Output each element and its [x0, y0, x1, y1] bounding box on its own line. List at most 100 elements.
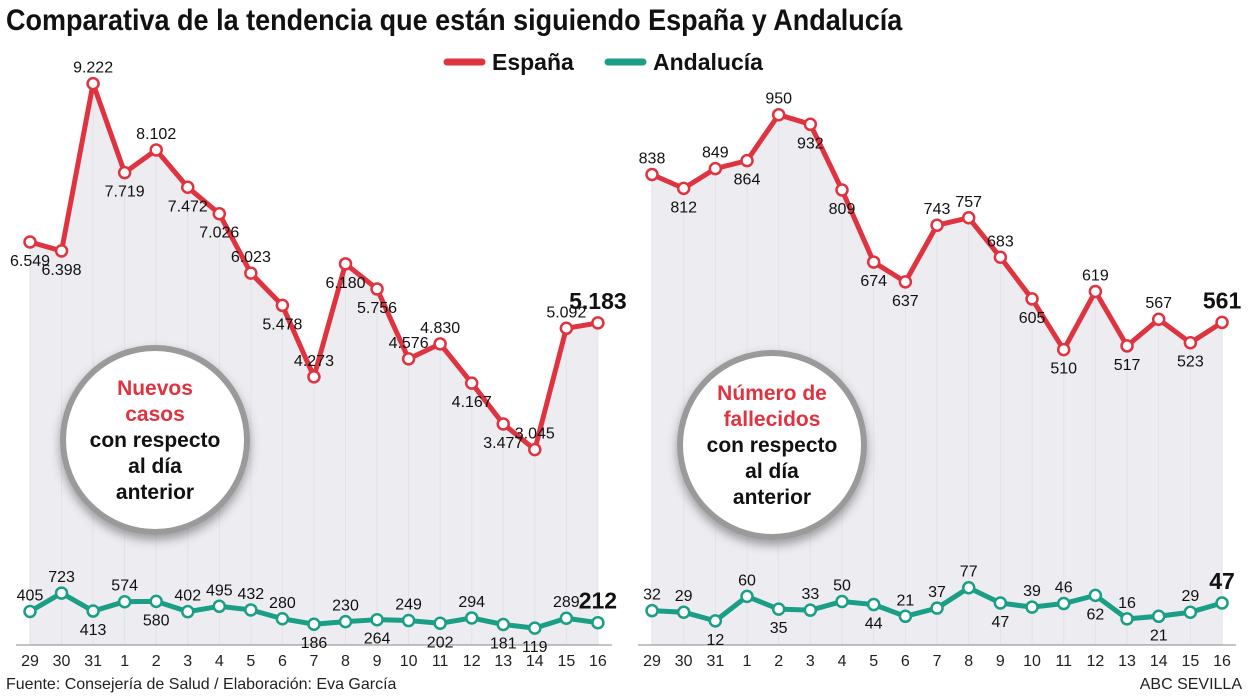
data-label: 29: [675, 588, 693, 605]
x-tick-label: 29: [21, 653, 39, 670]
data-point: [740, 153, 754, 168]
data-label: 5.756: [357, 300, 397, 317]
data-label: 264: [364, 631, 391, 648]
data-label: 580: [143, 612, 170, 629]
data-label: 574: [111, 578, 138, 595]
data-label: 33: [801, 586, 819, 603]
data-point: [464, 376, 479, 390]
data-point: [307, 617, 321, 631]
data-point: [401, 613, 416, 628]
x-tick-label: 3: [183, 653, 192, 670]
data-label: 12: [706, 632, 724, 649]
data-label: 6.180: [325, 275, 365, 292]
data-point: [676, 605, 691, 619]
data-point: [464, 611, 479, 625]
x-tick-label: 4: [215, 653, 224, 670]
data-point: [401, 352, 416, 366]
data-label: 186: [301, 635, 328, 652]
x-tick-label: 31: [84, 653, 102, 670]
x-tick-label: 15: [1181, 653, 1199, 670]
data-point: [803, 117, 818, 132]
x-tick-label: 1: [743, 653, 752, 670]
legend-label-espana: España: [492, 49, 574, 75]
data-point: [1088, 284, 1103, 299]
data-point: [1056, 342, 1071, 357]
data-point: [708, 161, 723, 176]
data-label: 5.183: [569, 288, 627, 314]
data-point: [898, 609, 913, 624]
data-label: 21: [896, 592, 914, 609]
annotation-circle: Nuevos casos con respecto al día anterior: [60, 345, 250, 535]
x-tick-label: 14: [526, 653, 544, 670]
data-point: [86, 76, 100, 91]
data-point: [803, 603, 818, 617]
x-tick-label: 8: [341, 653, 350, 670]
x-tick-label: 12: [463, 653, 481, 670]
data-label: 523: [1177, 354, 1204, 371]
chart-title: Comparativa de la tendencia que están si…: [6, 4, 903, 37]
data-label: 510: [1050, 361, 1077, 378]
x-tick-label: 2: [152, 653, 161, 670]
data-label: 6.023: [231, 249, 271, 266]
annotation-text: al día: [128, 455, 182, 478]
x-tick-label: 30: [53, 653, 71, 670]
data-point: [708, 614, 723, 628]
data-label: 619: [1082, 267, 1109, 284]
data-point: [275, 298, 290, 313]
data-label: 9.222: [73, 60, 113, 77]
data-label: 77: [960, 564, 978, 581]
data-point: [559, 321, 574, 336]
x-tick-label: 11: [1055, 653, 1072, 670]
data-point: [528, 621, 542, 635]
data-point: [1025, 600, 1039, 614]
data-point: [645, 603, 659, 618]
data-point: [993, 596, 1008, 610]
data-point: [1056, 596, 1071, 611]
data-point: [771, 107, 786, 122]
data-label: 405: [17, 588, 44, 605]
data-point: [771, 602, 786, 616]
data-point: [117, 594, 132, 609]
chart-1: 29 30 31 1 2 3 4 5 6 7 8 9 10 11 12 13 14 15 16Nuevoscasos…: [10, 60, 627, 670]
data-label: 4.273: [294, 353, 334, 370]
data-label: 5.478: [262, 316, 302, 333]
data-label: 294: [458, 594, 485, 611]
data-point: [1120, 612, 1134, 626]
data-label: 8.102: [136, 126, 176, 143]
data-label: 32: [643, 587, 661, 604]
data-label: 809: [829, 201, 856, 218]
data-label: 39: [1023, 583, 1041, 600]
x-tick-label: 6: [901, 653, 910, 670]
data-point: [676, 181, 691, 196]
annotation-text: Número de: [717, 382, 827, 405]
data-label: 4.167: [452, 394, 492, 411]
data-label: 432: [237, 586, 264, 603]
data-point: [23, 235, 37, 249]
data-label: 932: [797, 135, 824, 152]
annotation-text: Nuevos: [117, 377, 193, 400]
data-label: 561: [1203, 287, 1242, 313]
x-tick-label: 29: [643, 653, 661, 670]
data-point: [1215, 315, 1229, 330]
data-label: 7.472: [168, 198, 208, 215]
annotation-text: casos: [125, 403, 185, 426]
x-tick-label: 5: [869, 653, 878, 670]
data-label: 7.719: [105, 184, 145, 201]
x-tick-label: 10: [400, 653, 418, 670]
x-tick-label: 6: [278, 653, 287, 670]
data-label: 16: [1118, 595, 1136, 612]
data-point: [1025, 292, 1039, 306]
data-point: [866, 597, 881, 612]
data-point: [54, 244, 69, 258]
data-label: 605: [1019, 310, 1046, 327]
x-tick-label: 31: [706, 653, 724, 670]
data-point: [496, 417, 510, 431]
data-point: [307, 370, 321, 384]
data-label: 6.549: [10, 253, 50, 270]
annotation-text: anterior: [116, 481, 194, 504]
data-label: 864: [734, 172, 761, 189]
data-point: [212, 206, 227, 221]
x-tick-label: 5: [246, 653, 255, 670]
data-point: [149, 594, 163, 609]
